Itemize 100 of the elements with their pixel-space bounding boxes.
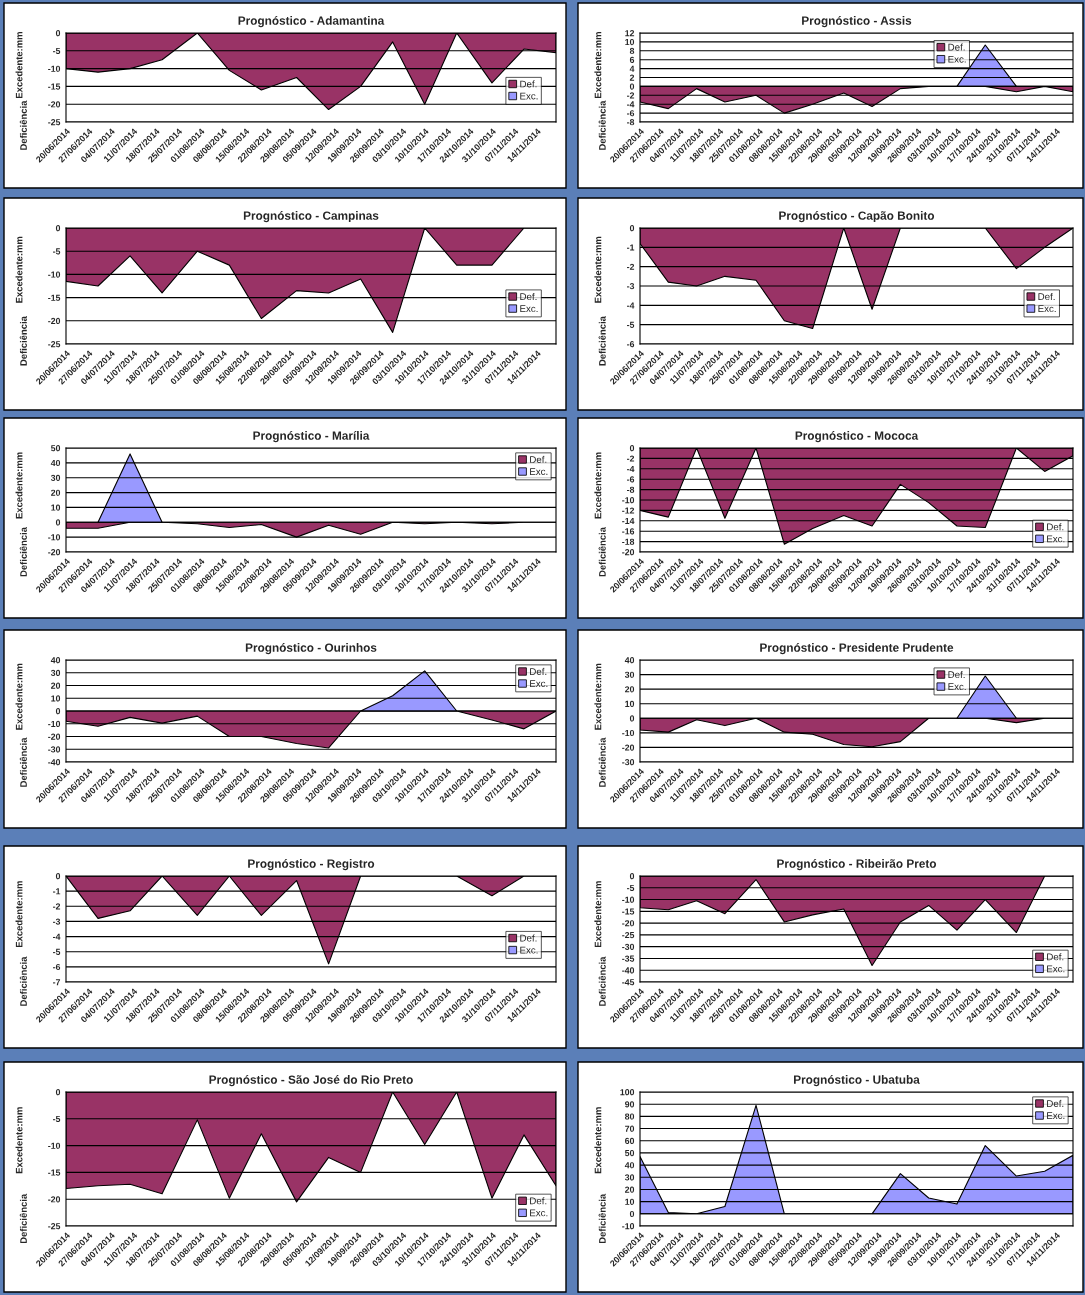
text: Deficiência <box>598 100 606 150</box>
text: Deficiência <box>19 737 27 787</box>
chart-title: Prognóstico - Ubatuba <box>794 1075 920 1087</box>
y-tick-label: -6 <box>627 341 635 348</box>
y-tick-label: -30 <box>48 746 61 753</box>
y-tick-label: -35 <box>622 955 635 962</box>
y-tick-label: -4 <box>627 101 635 108</box>
chart-title: Prognóstico - Capão Bonito <box>779 211 935 223</box>
y-tick-label: -15 <box>48 83 61 90</box>
y-tick-label: -15 <box>48 1169 61 1176</box>
legend-label: Exc. <box>530 680 548 687</box>
y-tick-label: 30 <box>50 669 61 677</box>
y-tick-label: -6 <box>627 476 635 483</box>
y-tick-label: -30 <box>622 943 635 950</box>
chart-title: Prognóstico - Marília <box>253 431 370 443</box>
text: Deficiência <box>598 737 606 787</box>
y-tick-label: -1 <box>627 244 635 251</box>
legend-label: Exc. <box>520 92 538 100</box>
y-tick-label: -25 <box>48 341 61 348</box>
legend-label: Exc. <box>948 55 966 63</box>
y-tick-label: -18 <box>622 538 635 545</box>
y-tick-label: 0 <box>55 30 61 37</box>
y-tick-label: -6 <box>53 963 61 971</box>
y-tick-label: -15 <box>622 908 635 915</box>
y-tick-label: -4 <box>627 465 635 472</box>
y-tick-label: 100 <box>620 1089 635 1096</box>
legend-label: Exc. <box>530 1209 548 1217</box>
y-tick-label: -20 <box>48 101 61 108</box>
y-axis-title: Excedente:mm <box>594 663 602 730</box>
y-tick-label: -14 <box>622 517 635 524</box>
y-tick-label: -20 <box>48 733 61 740</box>
legend-label: Exc. <box>520 305 538 313</box>
legend-label: Def. <box>1047 953 1064 961</box>
y-tick-label: -20 <box>48 549 61 556</box>
chart-title: Prognóstico - Ourinhos <box>245 643 377 655</box>
y-tick-label: 8 <box>629 47 635 55</box>
y-tick-label: -2 <box>627 263 635 270</box>
y-tick-label: 60 <box>625 1137 635 1144</box>
y-tick-label: -20 <box>622 744 635 751</box>
y-tick-label: -12 <box>622 507 635 514</box>
y-tick-label: -20 <box>48 317 61 325</box>
y-tick-label: -16 <box>622 528 635 535</box>
y-tick-label: 10 <box>625 38 635 46</box>
legend-label: Def. <box>948 43 965 51</box>
y-tick-label: -40 <box>622 967 635 974</box>
y-tick-label: -10 <box>48 1142 61 1149</box>
y-tick-label: -10 <box>48 271 61 278</box>
y-tick-label: -5 <box>53 248 61 255</box>
y-tick-label: -20 <box>48 1196 61 1203</box>
y-tick-label: -25 <box>48 1223 61 1230</box>
legend-label: Def. <box>520 934 537 942</box>
text: Deficiência <box>598 316 606 366</box>
y-tick-label: -15 <box>48 294 61 301</box>
y-tick-label: -8 <box>627 119 635 126</box>
legend-label: Exc. <box>1038 305 1056 313</box>
y-tick-label: 0 <box>629 445 635 452</box>
y-tick-label: 0 <box>55 519 61 526</box>
y-tick-label: 12 <box>625 30 635 37</box>
y-tick-label: -30 <box>622 759 635 766</box>
y-tick-label: 0 <box>629 715 635 722</box>
y-axis-title: Excedente:mm <box>594 881 602 948</box>
y-tick-label: -10 <box>48 65 61 72</box>
y-tick-label: 40 <box>624 1162 635 1169</box>
y-axis-title: Excedente:mm <box>594 452 602 519</box>
y-tick-label: 0 <box>55 1089 61 1096</box>
legend-label: Exc. <box>1047 535 1065 543</box>
y-tick-label: -5 <box>53 1115 61 1123</box>
y-tick-label: 2 <box>629 74 635 81</box>
legend-label: Exc. <box>1047 1112 1065 1119</box>
text: Deficiência <box>19 956 27 1006</box>
y-tick-label: 0 <box>55 873 61 880</box>
y-tick-label: -3 <box>627 283 635 290</box>
y-tick-label: -10 <box>48 534 61 541</box>
y-tick-label: 80 <box>624 1113 635 1120</box>
y-tick-label: -6 <box>627 110 635 117</box>
y-tick-label: -5 <box>627 884 635 892</box>
y-tick-label: 20 <box>51 489 61 496</box>
legend-label: Def. <box>530 455 547 463</box>
text: Deficiência <box>598 526 606 577</box>
chart-title: Prognóstico - Ribeirão Preto <box>777 859 937 871</box>
legend-label: Exc. <box>530 468 548 475</box>
chart-title: Prognóstico - Assis <box>802 16 912 28</box>
legend-label: Def. <box>1047 523 1064 531</box>
y-axis-title: Excedente:mm <box>15 236 23 303</box>
y-axis-title: Excedente:mm <box>594 236 602 303</box>
chart-title: Prognóstico - Campinas <box>243 211 379 223</box>
y-tick-label: 40 <box>50 657 61 664</box>
y-axis-title: Excedente:mm <box>15 881 23 948</box>
y-tick-label: -10 <box>622 896 635 903</box>
legend-label: Def. <box>530 1197 547 1205</box>
y-tick-label: -2 <box>53 903 61 910</box>
y-tick-label: -4 <box>627 302 635 309</box>
chart-title: Prognóstico - Registro <box>248 859 375 871</box>
y-tick-label: -10 <box>622 497 635 504</box>
y-tick-label: -45 <box>622 979 635 986</box>
legend-label: Def. <box>948 670 965 679</box>
y-tick-label: 0 <box>629 83 635 90</box>
y-tick-label: -5 <box>53 948 61 955</box>
y-tick-label: -2 <box>627 455 635 462</box>
y-tick-label: -5 <box>627 321 635 328</box>
